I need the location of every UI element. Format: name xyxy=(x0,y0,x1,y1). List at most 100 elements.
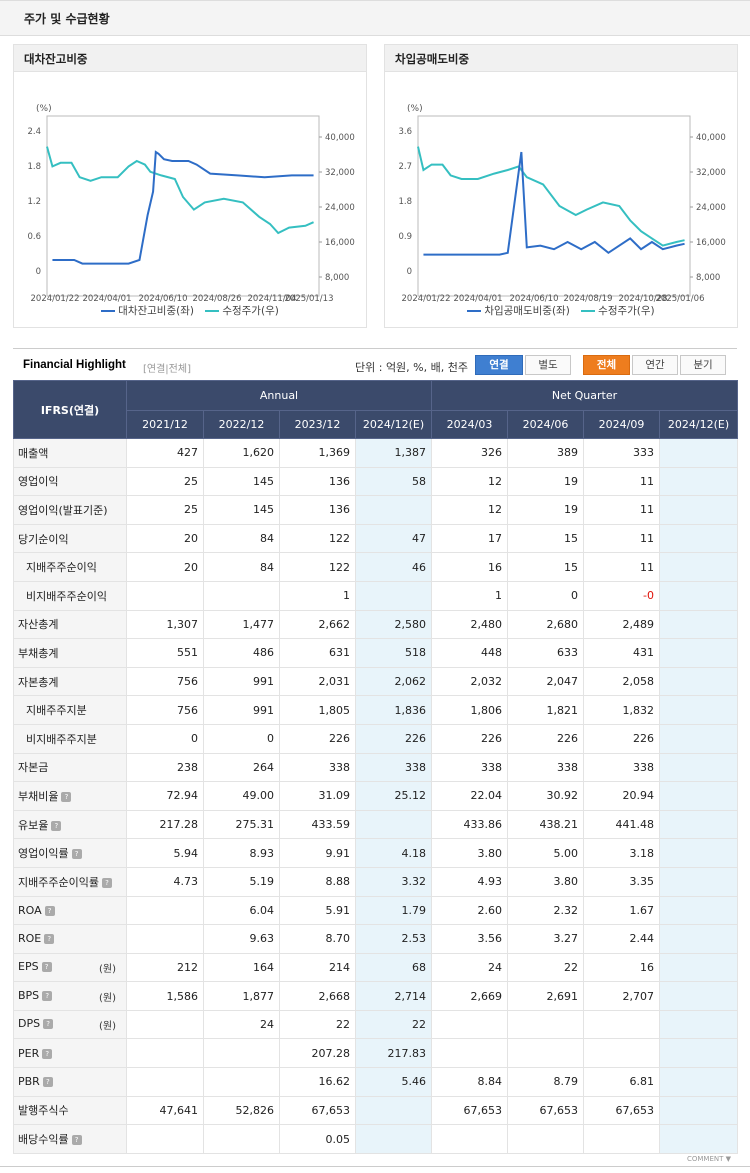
y-left-tick: 0.6 xyxy=(27,232,41,242)
comment-toggle[interactable]: COMMENT ▼ xyxy=(687,1155,732,1163)
table-cell: 9.91 xyxy=(279,838,356,868)
table-cell xyxy=(583,1009,660,1040)
table-cell xyxy=(659,781,738,811)
row-label: 지배주주순이익 xyxy=(13,552,127,582)
table-row: 자본총계 756 991 2,031 2,062 2,032 2,047 2,058 xyxy=(13,666,738,697)
table-cell xyxy=(126,580,204,611)
table-cell: 31.09 xyxy=(279,781,356,811)
column-header: 2022/12 xyxy=(203,410,280,439)
table-cell: 8.84 xyxy=(431,1067,508,1097)
row-label-text: 당기순이익 xyxy=(18,532,69,546)
table-cell: 136 xyxy=(279,495,356,525)
row-label: 배당수익률? xyxy=(13,1124,127,1154)
table-cell xyxy=(583,1038,660,1069)
table-cell xyxy=(507,1124,584,1154)
table-cell: 338 xyxy=(507,752,584,783)
help-icon[interactable]: ? xyxy=(61,791,72,802)
table-cell: 214 xyxy=(279,952,356,983)
table-cell: 11 xyxy=(583,552,660,582)
row-label-text: 비지배주주순이익 xyxy=(26,589,107,603)
table-cell: 67,653 xyxy=(583,1095,660,1126)
all-period-button[interactable]: 전체 xyxy=(583,355,630,375)
table-cell: 338 xyxy=(279,752,356,783)
y-right-tick: 16,000 xyxy=(325,238,355,248)
table-cell: 47,641 xyxy=(126,1095,204,1126)
table-cell xyxy=(659,695,738,725)
separate-button[interactable]: 별도 xyxy=(525,355,571,375)
table-cell: 46 xyxy=(355,552,432,582)
table-cell: 633 xyxy=(507,638,584,668)
column-header: 2021/12 xyxy=(126,410,204,439)
table-cell: 164 xyxy=(203,952,280,983)
table-cell: 991 xyxy=(203,666,280,697)
table-cell: 17 xyxy=(431,523,508,554)
help-icon[interactable]: ? xyxy=(42,1077,53,1088)
x-tick: 2025/01/13 xyxy=(285,294,334,303)
table-cell: 11 xyxy=(583,523,660,554)
legend-swatch-price xyxy=(205,310,220,312)
help-icon[interactable]: ? xyxy=(44,905,55,916)
table-cell: 2,580 xyxy=(355,609,432,640)
table-cell xyxy=(126,1009,204,1040)
column-header: 2024/09 xyxy=(583,410,660,439)
row-label-text: DPS xyxy=(18,1017,41,1031)
table-cell: 5.00 xyxy=(507,838,584,868)
row-label: PBR? xyxy=(13,1067,127,1097)
row-label-text: 발행주식수 xyxy=(18,1104,69,1118)
row-label-text: ROA xyxy=(18,903,42,917)
table-cell: 2,669 xyxy=(431,981,508,1011)
help-icon[interactable]: ? xyxy=(44,934,55,945)
table-cell: 226 xyxy=(507,723,584,754)
table-cell: 1 xyxy=(279,580,356,611)
table-cell xyxy=(355,1095,432,1126)
table-row: 부채총계 551 486 631 518 448 633 431 xyxy=(13,638,738,668)
table-cell: 68 xyxy=(355,952,432,983)
row-label-text: 영업이익률 xyxy=(18,847,69,861)
x-tick: 2024/08/26 xyxy=(193,294,242,303)
row-label: ROE? xyxy=(13,924,127,954)
help-icon[interactable]: ? xyxy=(101,877,112,888)
legend-price: 수정주가(우) xyxy=(598,305,655,317)
table-cell xyxy=(507,1038,584,1069)
table-cell xyxy=(203,1038,280,1069)
table-cell xyxy=(355,809,432,840)
help-icon[interactable]: ? xyxy=(42,1048,53,1059)
table-row: BPS? (원) 1,586 1,877 2,668 2,714 2,669 2,691 2,7… xyxy=(13,981,738,1011)
table-cell: 1,387 xyxy=(355,438,432,468)
table-row: 비지배주주지분 0 0 226 226 226 226 226 xyxy=(13,723,738,754)
help-icon[interactable]: ? xyxy=(41,961,52,972)
help-icon[interactable]: ? xyxy=(51,820,62,831)
row-label-text: ROE xyxy=(18,932,42,946)
table-cell: 4.93 xyxy=(431,866,508,897)
price-series-line xyxy=(46,146,314,235)
table-cell: 212 xyxy=(126,952,204,983)
help-icon[interactable]: ? xyxy=(42,990,53,1001)
column-header: 2024/12(E) xyxy=(659,410,738,439)
annual-button[interactable]: 연간 xyxy=(632,355,678,375)
table-cell: 5.19 xyxy=(203,866,280,897)
row-label: PER? xyxy=(13,1038,127,1069)
table-cell: 438.21 xyxy=(507,809,584,840)
quarter-button[interactable]: 분기 xyxy=(680,355,726,375)
table-cell: 145 xyxy=(203,466,280,497)
help-icon[interactable]: ? xyxy=(71,849,82,860)
table-cell: 20 xyxy=(126,523,204,554)
table-cell: 338 xyxy=(583,752,660,783)
row-label: 유보율? xyxy=(13,809,127,840)
table-cell xyxy=(126,924,204,954)
legend-price: 수정주가(우) xyxy=(222,305,279,317)
table-cell: 15 xyxy=(507,523,584,554)
legend-ratio: 대차잔고비중(좌) xyxy=(118,305,194,317)
row-label-text: 지배주주지분 xyxy=(26,704,87,718)
table-cell: 122 xyxy=(279,552,356,582)
help-icon[interactable]: ? xyxy=(43,1019,54,1030)
table-cell: 991 xyxy=(203,695,280,725)
row-label-text: 자산총계 xyxy=(18,618,59,632)
consolidated-button[interactable]: 연결 xyxy=(475,355,523,375)
table-cell: 217.28 xyxy=(126,809,204,840)
table-cell: 52,826 xyxy=(203,1095,280,1126)
help-icon[interactable]: ? xyxy=(71,1135,82,1146)
table-cell: 58 xyxy=(355,466,432,497)
row-label-text: 부채비율 xyxy=(18,789,59,803)
row-label: 영업이익률? xyxy=(13,838,127,868)
